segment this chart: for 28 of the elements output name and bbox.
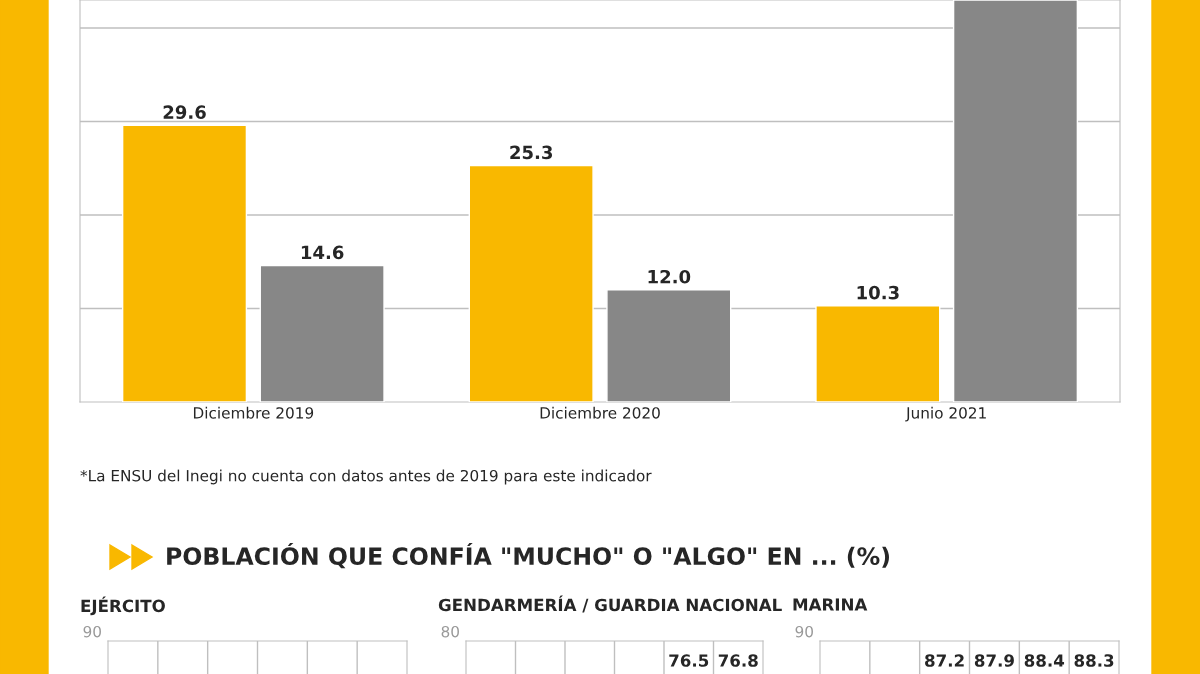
x-tick-label: Diciembre 2019 xyxy=(193,406,314,419)
text: *La ENSU del Inegi no cuenta con datos antes de 2019 para este indicador xyxy=(80,469,652,485)
bar xyxy=(606,289,732,402)
data-label: 12.0 xyxy=(648,269,691,284)
bar xyxy=(815,305,941,402)
text: 76.5 xyxy=(669,654,709,667)
bar xyxy=(952,0,1079,402)
text: POBLACIÓN QUE CONFÍA "MUCHO" O "ALGO" EN ... (%) xyxy=(167,542,889,569)
text: 90 xyxy=(795,625,813,638)
text: 88.4 xyxy=(1024,654,1065,667)
text: EJÉRCITO xyxy=(81,596,165,616)
bar xyxy=(121,124,248,402)
text: 87.2 xyxy=(925,654,964,667)
text: 90 xyxy=(83,625,101,638)
data-label: 25.3 xyxy=(510,145,553,160)
data-label: 29.6 xyxy=(163,105,206,119)
x-tick-label: Junio 2021 xyxy=(905,406,986,422)
text: 76.8 xyxy=(718,654,758,667)
bar xyxy=(259,264,385,402)
text: 88.3 xyxy=(1074,654,1114,667)
data-label: 10.3 xyxy=(857,285,899,300)
text: GENDARMERÍA / GUARDIA NACIONAL xyxy=(438,595,782,613)
text: 87.9 xyxy=(974,654,1014,667)
text: 80 xyxy=(441,625,459,638)
text: MARINA xyxy=(793,598,868,611)
x-tick-label: Diciembre 2020 xyxy=(540,406,660,419)
data-label: 14.6 xyxy=(301,245,344,260)
bar xyxy=(468,164,594,402)
